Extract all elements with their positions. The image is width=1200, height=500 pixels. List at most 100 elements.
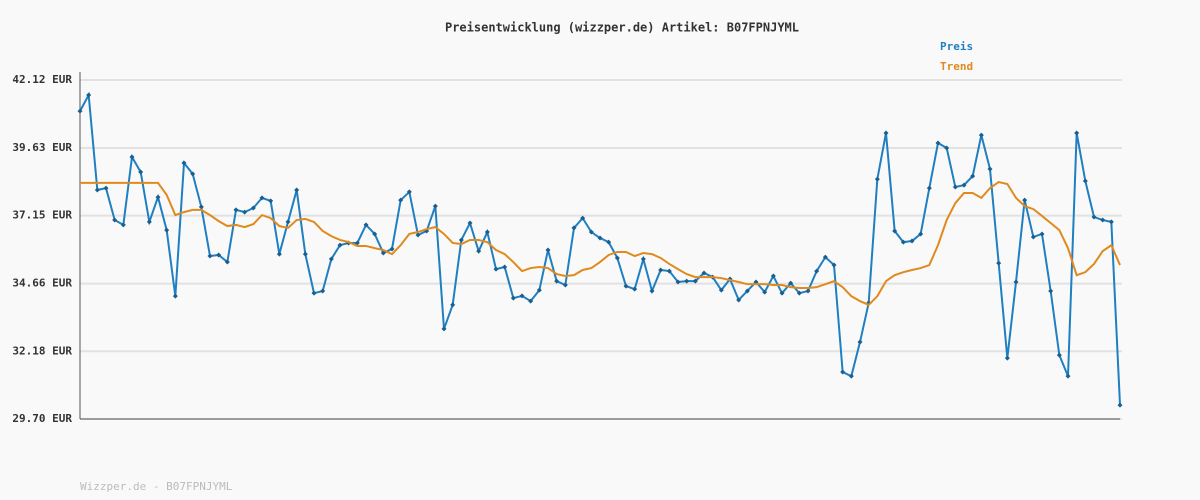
point [86,92,92,98]
point [918,231,924,237]
point [1082,178,1088,184]
point [233,207,239,213]
point [614,255,620,261]
point [354,240,360,246]
point [718,287,724,293]
point [510,295,516,301]
point [701,270,707,276]
point [285,219,291,225]
point [164,227,170,233]
point [268,198,274,204]
point [536,287,542,293]
point [926,185,932,191]
y-tick-label: 34.66 EUR [12,277,72,290]
point [545,247,551,253]
point [224,259,230,265]
chart-title: Preisentwicklung (wizzper.de) Artikel: B… [445,21,799,35]
point [484,229,490,235]
point [328,256,334,262]
point [1065,373,1071,379]
point [632,286,638,292]
point [1074,130,1080,136]
point [1091,214,1097,220]
point [840,369,846,375]
point [580,215,586,221]
point [519,293,525,299]
point [372,231,378,237]
point [190,171,196,177]
point [1039,231,1045,237]
point [476,248,482,254]
point [649,288,655,294]
legend-entry: Trend [940,60,973,73]
point [138,169,144,175]
point [588,229,594,235]
point [900,239,906,245]
point [666,268,672,274]
series-line [80,181,1121,307]
point [1056,352,1062,358]
point [502,264,508,270]
y-tick-label: 37.15 EUR [12,209,72,222]
point [892,228,898,234]
point [337,242,343,248]
point [987,166,993,172]
point [736,297,742,303]
point [155,194,161,200]
point [1030,234,1036,240]
point [259,195,265,201]
point [198,204,204,210]
y-tick-label: 39.63 EUR [12,141,72,154]
y-tick-label: 32.18 EUR [12,344,72,357]
point [276,251,282,257]
point [1100,217,1106,223]
point [935,140,941,146]
point [1004,355,1010,361]
point [762,289,768,295]
point [606,239,612,245]
point [216,252,222,258]
point [250,205,256,211]
point [294,187,300,193]
point [770,273,776,279]
point [805,288,811,294]
point [1013,279,1019,285]
y-tick-label: 42.12 EUR [12,73,72,86]
point [857,339,863,345]
point [94,187,100,193]
point [684,278,690,284]
point [389,246,395,252]
point [796,290,802,296]
point [779,290,785,296]
point [883,130,889,136]
point [450,302,456,308]
point [1022,197,1028,203]
point [970,173,976,179]
point [571,225,577,231]
point [311,290,317,296]
point [207,253,213,259]
point [528,298,534,304]
point [406,189,412,195]
point [952,184,958,190]
point [675,279,681,285]
point [831,262,837,268]
point [363,222,369,228]
legend-entry: Preis [940,40,973,53]
point [432,203,438,209]
point [415,232,421,238]
point [458,237,464,243]
point [814,268,820,274]
point [554,278,560,284]
point [623,283,629,289]
point [822,254,828,260]
footer: Wizzper.de - B07FPNJYML [80,480,233,493]
point [112,217,118,223]
point [380,250,386,256]
point [996,260,1002,266]
point [978,132,984,138]
point [874,176,880,182]
point [181,160,187,166]
point [658,267,664,273]
